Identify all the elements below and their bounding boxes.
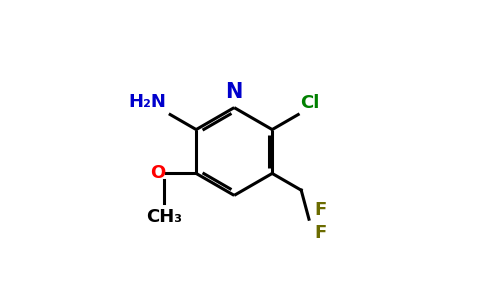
Text: O: O — [150, 164, 165, 182]
Text: H₂N: H₂N — [129, 93, 166, 111]
Text: Cl: Cl — [301, 94, 320, 112]
Text: CH₃: CH₃ — [146, 208, 182, 226]
Text: N: N — [226, 82, 243, 102]
Text: F: F — [315, 224, 327, 242]
Text: F: F — [315, 201, 327, 219]
